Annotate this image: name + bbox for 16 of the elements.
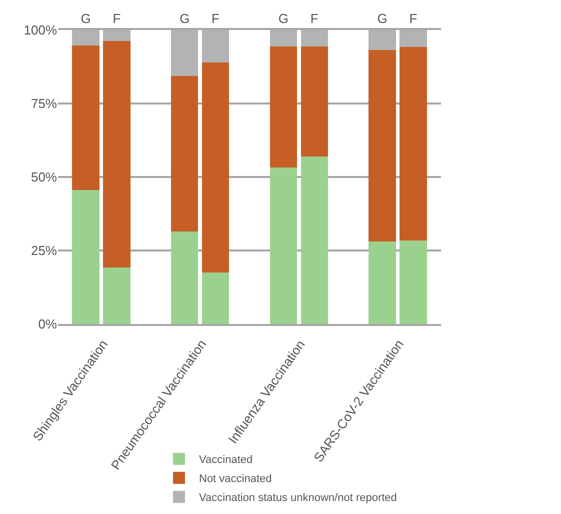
- y-tick-label: 75%: [30, 96, 58, 112]
- x-tick-label: G: [80, 10, 91, 26]
- x-tick-label: G: [278, 10, 289, 26]
- legend-label: Vaccination status unknown/not reported: [199, 492, 397, 504]
- x-tick-label: G: [180, 10, 190, 26]
- x-tick-label: F: [112, 10, 121, 26]
- x-tick-label: F: [310, 10, 318, 26]
- y-tick-label: 50%: [30, 170, 58, 185]
- x-tick-label: F: [409, 10, 418, 26]
- y-tick-label: 25%: [30, 243, 58, 258]
- x-tick-label: G: [377, 10, 388, 26]
- legend-label: Vaccinated: [199, 454, 253, 466]
- y-tick-label: 0%: [38, 316, 58, 332]
- y-tick-label: 100%: [24, 22, 58, 38]
- legend-label: Not vaccinated: [199, 473, 272, 486]
- x-tick-label: F: [212, 10, 220, 26]
